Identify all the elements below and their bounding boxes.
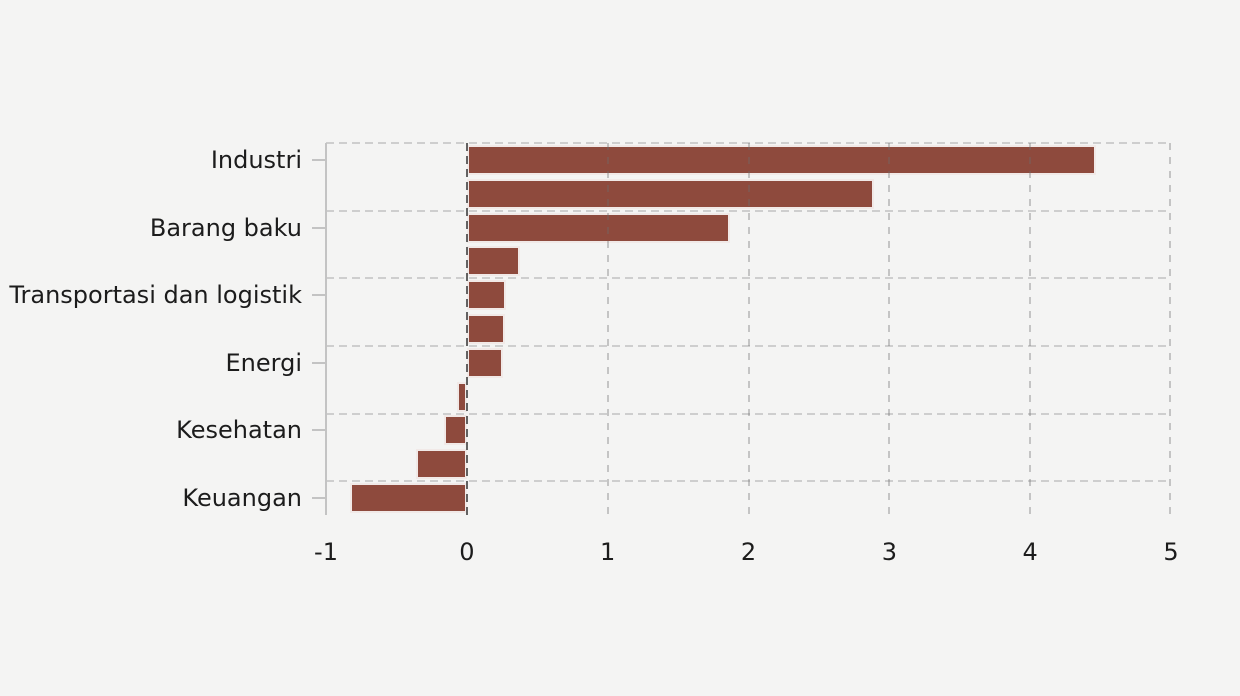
x-tick-label: -1 <box>314 538 338 566</box>
bar <box>466 246 521 277</box>
gridline-vertical <box>606 143 609 515</box>
bar <box>466 280 507 311</box>
gridline-horizontal <box>326 142 1171 144</box>
gridline-vertical <box>1169 143 1171 515</box>
bar <box>416 449 467 480</box>
y-tick-mark <box>312 158 326 161</box>
y-tick-label: Energi <box>225 348 303 377</box>
y-tick-label: Transportasi dan logistik <box>9 280 302 309</box>
x-tick-label: 3 <box>881 538 897 566</box>
y-tick-label: Kesehatan <box>176 416 302 445</box>
bar <box>466 314 505 344</box>
gridline-vertical <box>1029 143 1032 515</box>
y-tick-label: Industri <box>210 145 302 174</box>
x-tick-label: 0 <box>459 538 475 566</box>
plot-area <box>325 142 1171 515</box>
gridline-horizontal <box>326 344 1171 347</box>
gridline-vertical <box>747 143 750 515</box>
y-tick-mark <box>312 361 326 364</box>
y-tick-mark <box>312 294 326 297</box>
y-tick-label: Barang baku <box>149 213 302 242</box>
gridline-horizontal <box>326 480 1171 483</box>
y-tick-mark <box>312 226 326 229</box>
x-tick-label: 5 <box>1163 538 1179 566</box>
gridline-vertical <box>888 143 891 515</box>
bar <box>444 415 467 446</box>
x-tick-label: 1 <box>600 538 616 566</box>
bar <box>466 347 504 378</box>
gridline-horizontal <box>326 277 1171 280</box>
bar <box>349 483 467 514</box>
x-tick-label: 4 <box>1022 538 1038 566</box>
zero-line <box>465 143 468 515</box>
y-axis-spine <box>325 143 327 515</box>
y-tick-mark <box>312 497 326 500</box>
bar <box>466 144 1097 175</box>
gridline-horizontal <box>326 209 1171 212</box>
bar <box>466 212 731 243</box>
x-tick-label: 2 <box>740 538 757 566</box>
y-tick-mark <box>312 429 326 432</box>
y-tick-label: Keuangan <box>182 483 302 512</box>
gridline-horizontal <box>326 412 1171 415</box>
bar <box>466 178 874 209</box>
